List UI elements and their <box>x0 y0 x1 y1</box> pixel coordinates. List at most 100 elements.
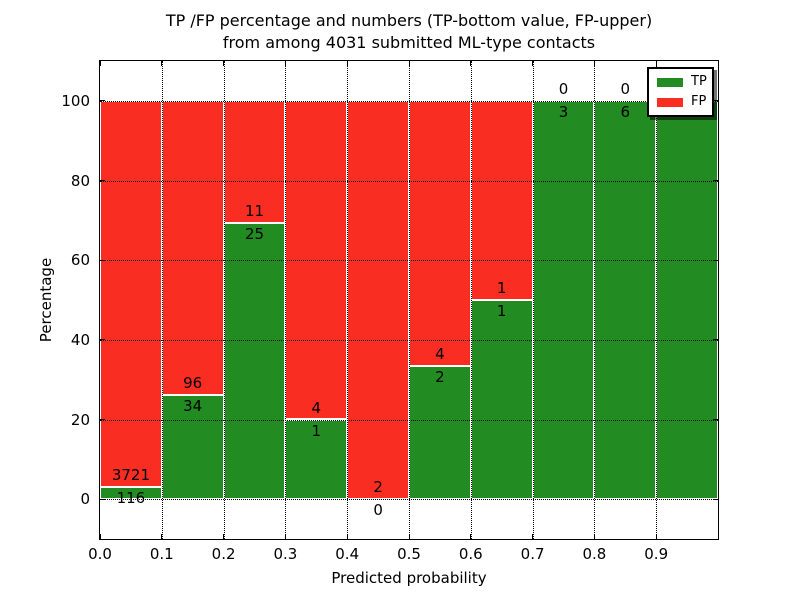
chart-title: TP /FP percentage and numbers (TP-bottom… <box>99 10 719 54</box>
x-axis-tick-top <box>470 61 472 66</box>
x-tick-label: 0.6 <box>458 545 483 563</box>
x-axis-tick <box>284 534 286 539</box>
bar-segment-tp <box>532 100 595 500</box>
y-axis-tick-right <box>713 100 718 102</box>
bar-count-tp: 1 <box>311 421 322 440</box>
plot-area: 37211169634112541204211030604 <box>99 60 719 540</box>
bar-count-tp: 116 <box>116 489 146 508</box>
x-axis-tick-top <box>532 61 534 66</box>
x-axis-tick <box>593 534 595 539</box>
y-tick-label: 60 <box>70 251 90 270</box>
y-axis-tick <box>100 498 105 500</box>
y-axis-label: Percentage <box>37 257 55 343</box>
x-axis-tick <box>223 534 225 539</box>
chart-title-line2: from among 4031 submitted ML-type contac… <box>222 33 596 52</box>
bar-count-tp: 2 <box>435 368 445 387</box>
bar-count-fp: 2 <box>373 478 383 497</box>
y-axis-tick-right <box>713 498 718 500</box>
y-tick-label: 80 <box>70 171 90 190</box>
bar-segment-tp <box>161 394 224 500</box>
x-axis-tick-top <box>99 61 101 66</box>
y-axis-tick-right <box>713 339 718 341</box>
x-axis-tick <box>470 534 472 539</box>
bar-segment-tp <box>656 100 718 500</box>
x-tick-label: 0.9 <box>644 545 669 563</box>
bar-segment-fp <box>223 100 286 223</box>
bar-segment-tp <box>285 419 348 500</box>
x-tick-label: 0.8 <box>582 545 607 563</box>
gridline-vertical <box>223 61 225 539</box>
bar-segment-fp <box>347 100 409 500</box>
legend-swatch-tp <box>657 77 683 87</box>
x-axis-tick-top <box>223 61 225 66</box>
gridline-vertical <box>470 61 472 539</box>
x-axis-tick <box>532 534 534 539</box>
legend-label-fp: FP <box>691 94 707 109</box>
bar-segment-tp <box>594 100 657 500</box>
y-tick-label: 0 <box>80 490 90 509</box>
chart-title-line1: TP /FP percentage and numbers (TP-bottom… <box>165 11 653 30</box>
x-axis-tick-top <box>593 61 595 66</box>
bar-count-fp: 96 <box>183 373 203 392</box>
bar-count-fp: 1 <box>496 279 507 297</box>
legend-entry-fp: FP <box>657 94 707 109</box>
bar-count-tp: 6 <box>620 102 631 121</box>
bar-count-tp: 34 <box>183 396 203 415</box>
y-tick-label: 40 <box>70 330 90 349</box>
bar-segment-fp <box>470 100 533 300</box>
x-axis-tick-top <box>161 61 163 66</box>
x-axis-tick-top <box>284 61 286 66</box>
x-axis-tick <box>408 534 410 539</box>
legend: TP FP <box>647 67 714 117</box>
bar-count-fp: 0 <box>558 79 569 98</box>
bar-count-tp: 0 <box>373 501 383 520</box>
y-axis-tick <box>100 259 105 261</box>
y-tick-label: 20 <box>70 410 90 429</box>
x-tick-label: 0.2 <box>211 545 236 563</box>
bar-count-fp: 11 <box>244 201 265 220</box>
bar-segment-fp <box>409 100 471 367</box>
bar-segment-tp <box>470 300 533 500</box>
x-axis-tick-top <box>655 61 657 66</box>
bar-count-tp: 3 <box>558 102 569 121</box>
y-axis-tick <box>100 180 105 181</box>
legend-swatch-fp <box>657 97 683 107</box>
x-axis-tick <box>99 534 101 539</box>
x-tick-label: 0.4 <box>335 545 360 563</box>
x-tick-label: 0.7 <box>520 545 545 563</box>
y-axis-tick-right <box>713 419 718 420</box>
x-tick-label: 0.3 <box>273 545 298 563</box>
y-axis-tick-right <box>713 259 718 261</box>
bar-segment-fp <box>100 100 162 488</box>
x-tick-label: 0.1 <box>149 545 174 563</box>
bar-segment-tp <box>223 222 286 500</box>
x-axis-tick <box>161 534 163 539</box>
x-axis-tick-top <box>346 61 348 66</box>
bar-segment-fp <box>161 100 224 395</box>
y-axis-tick <box>100 100 105 102</box>
x-axis-tick <box>655 534 657 539</box>
bar-count-fp: 4 <box>311 398 322 417</box>
x-axis-label: Predicted probability <box>331 569 487 587</box>
legend-label-tp: TP <box>691 74 707 89</box>
y-tick-label: 100 <box>61 91 90 110</box>
gridline-vertical <box>285 61 287 539</box>
bar-count-fp: 0 <box>620 79 631 98</box>
bar-count-fp: 4 <box>435 345 445 364</box>
legend-entry-tp: TP <box>657 74 707 89</box>
bar-count-fp: 3721 <box>111 466 150 485</box>
gridline-vertical <box>347 61 349 539</box>
gridline-vertical <box>532 61 534 539</box>
x-axis-tick <box>346 534 348 539</box>
y-axis-tick <box>100 419 105 420</box>
gridline-vertical <box>161 61 163 539</box>
y-axis-tick <box>100 339 105 341</box>
x-tick-label: 0.5 <box>397 545 421 563</box>
x-tick-label: 0.0 <box>88 545 112 563</box>
y-axis-tick-right <box>713 180 718 181</box>
gridline-vertical <box>594 61 596 539</box>
bar-count-tp: 1 <box>496 302 507 320</box>
gridline-vertical <box>409 61 410 539</box>
bar-segment-tp <box>100 487 162 500</box>
